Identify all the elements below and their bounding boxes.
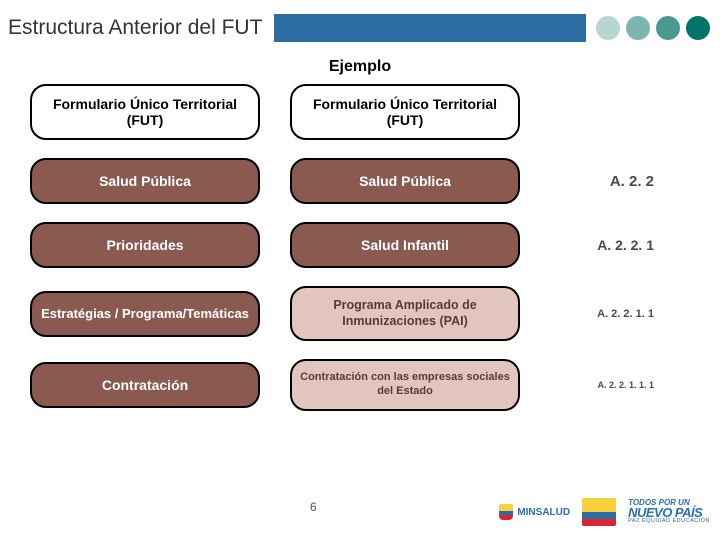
right-box-row-2: Salud Pública: [290, 158, 520, 204]
footer: 6 MINSALUD TODOS POR UN NUEVO PAÍS PAZ E…: [0, 482, 720, 530]
dot-2: [626, 16, 650, 40]
minsalud-logo: MINSALUD: [499, 504, 570, 520]
code-row-3: A. 2. 2. 1: [550, 237, 660, 253]
minsalud-text: MINSALUD: [517, 507, 570, 518]
title-rule: [274, 14, 586, 42]
flag-icon: [582, 498, 616, 526]
code-row-4: A. 2. 2. 1. 1: [550, 308, 660, 320]
code-row-1: [550, 112, 660, 113]
left-box-row-2: Salud Pública: [30, 158, 260, 204]
nuevo-pais-logo: TODOS POR UN NUEVO PAÍS PAZ EQUIDAD EDUC…: [628, 499, 710, 524]
logo-block: MINSALUD TODOS POR UN NUEVO PAÍS PAZ EQU…: [499, 498, 710, 526]
dot-4: [686, 16, 710, 40]
dot-1: [596, 16, 620, 40]
right-box-row-3: Salud Infantil: [290, 222, 520, 268]
page-number: 6: [310, 500, 317, 514]
left-box-row-1: Formulario Único Territorial (FUT): [30, 84, 260, 140]
np-line-3: PAZ EQUIDAD EDUCACIÓN: [628, 519, 710, 524]
right-box-row-5: Contratación con las empresas sociales d…: [290, 359, 520, 411]
left-box-row-5: Contratación: [30, 362, 260, 408]
title-bar: Estructura Anterior del FUT: [0, 0, 720, 52]
shield-icon: [499, 504, 513, 520]
slide-title: Estructura Anterior del FUT: [8, 16, 274, 40]
diagram-grid: Formulario Único Territorial (FUT) Formul…: [0, 84, 720, 411]
code-row-2: A. 2. 2: [550, 173, 660, 190]
left-box-row-4: Estratégias / Programa/Temáticas: [30, 291, 260, 337]
code-row-5: A. 2. 2. 1. 1. 1: [550, 380, 660, 390]
subtitle: Ejemplo: [0, 58, 720, 76]
dot-3: [656, 16, 680, 40]
decorative-dots: [586, 16, 720, 40]
right-box-row-1: Formulario Único Territorial (FUT): [290, 84, 520, 140]
right-box-row-4: Programa Amplicado de Inmunizaciones (PA…: [290, 286, 520, 341]
left-box-row-3: Prioridades: [30, 222, 260, 268]
